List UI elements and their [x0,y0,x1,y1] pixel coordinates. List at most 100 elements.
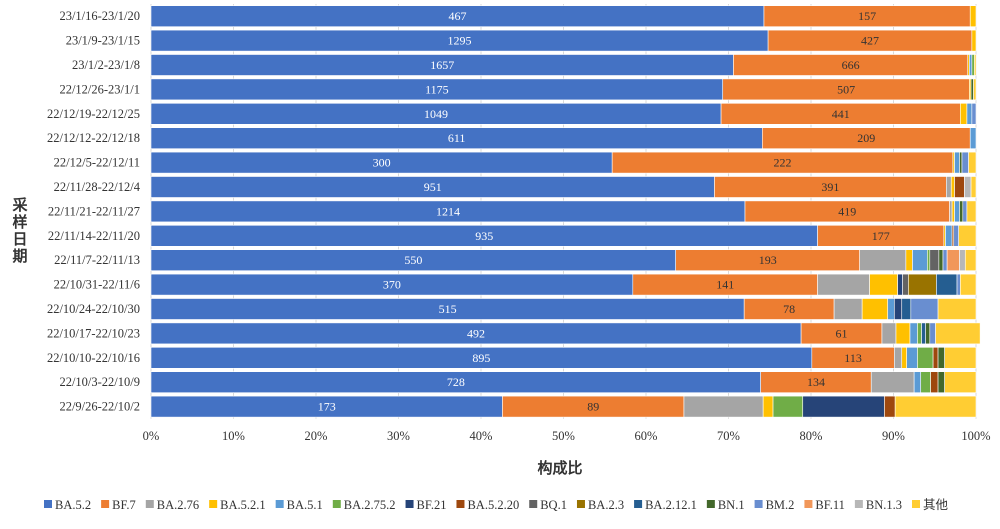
bar-value-label: 300 [373,156,391,170]
y-tick-label: 23/1/9-23/1/15 [66,34,140,48]
legend-label: BN.1.3 [866,498,902,512]
legend-label: BF.11 [815,498,844,512]
legend-item: BA.2.76 [145,498,199,512]
bar-segment [932,346,939,369]
bar-value-label: 507 [837,82,855,96]
bar-segment [964,249,977,271]
bar-segment [920,371,931,394]
bar-segment [960,103,968,125]
legend-label: BA.5.2.20 [467,498,519,512]
bar-segment [946,249,960,271]
bar-value-label: 173 [318,400,336,414]
legend-item: BN.1.3 [854,498,902,512]
bar-value-label: 935 [475,229,493,243]
legend-swatch [405,500,414,508]
x-tick-label: 90% [882,429,905,443]
legend-label: BA.5.2 [55,498,91,512]
legend-swatch [332,500,341,508]
legend-label: BA.5.2.1 [220,498,266,512]
bar-segment [909,322,918,345]
legend-item: BA.5.2.20 [456,498,519,512]
bar-value-label: 1214 [436,204,460,218]
bar-segment [945,225,953,247]
bar-segment [929,322,936,345]
legend-swatch [101,500,110,508]
bar-segment [958,225,977,247]
bar-segment [954,151,960,174]
bar-segment [937,298,977,320]
legend-label: BF.21 [417,498,447,512]
y-tick-label: 22/11/21-22/11/27 [48,204,140,218]
bar-segment [894,346,903,369]
bar-segment [969,127,977,149]
legend-item: BA.5.2.1 [209,498,266,512]
bar-segment [881,322,897,345]
bar-segment [954,200,960,223]
bar-segment [887,298,895,320]
y-tick-label: 22/10/31-22/11/6 [54,278,140,292]
legend-label: BQ.1 [540,498,567,512]
y-axis-title: 采样日期 [11,196,28,265]
bar-segment [959,200,964,223]
x-tick-label: 50% [552,429,575,443]
bar-value-label: 370 [383,278,401,292]
legend-label: BF.7 [112,498,136,512]
bar-segment [970,176,977,198]
bar-value-label: 515 [439,302,457,316]
bar-segment [859,249,907,271]
y-tick-label: 22/12/12-22/12/18 [47,131,140,145]
bar-segment [969,5,977,27]
bar-value-label: 193 [759,253,777,267]
bar-segment [938,249,944,271]
bar-segment [772,395,804,418]
bar-value-label: 78 [783,302,795,316]
legend-item: BA.5.1 [275,498,323,512]
legend-swatch [912,500,920,508]
bar-segment [937,346,945,369]
legend-item: BF.11 [804,498,845,512]
legend-item: BN.1 [706,498,745,512]
bar-value-label: 419 [838,204,856,218]
legend-label: BA.2.3 [588,498,624,512]
bar-value-label: 427 [861,34,879,48]
y-tick-label: 22/12/19-22/12/25 [47,107,140,121]
bar-value-label: 113 [844,351,862,365]
bar-segment [971,103,977,125]
bar-segment [966,103,973,125]
x-tick-label: 10% [222,429,245,443]
bar-segment [949,200,953,223]
x-tick-label: 30% [387,429,410,443]
bar-value-label: 1295 [448,34,472,48]
bar-segments [150,5,981,418]
bar-value-label: 550 [404,253,422,267]
bar-segment [944,371,977,394]
x-axis-title: 构成比 [537,459,582,477]
legend-swatch [576,500,585,508]
legend-label: BA.2.12.1 [645,498,697,512]
bar-value-label: 666 [842,58,860,72]
bar-segment [906,346,918,369]
bar-value-label: 134 [807,375,825,389]
y-tick-label: 22/11/7-22/11/13 [54,253,140,267]
x-tick-label: 60% [635,429,658,443]
bar-value-label: 441 [832,107,850,121]
bar-segment [959,249,966,271]
legend-label: BA.2.76 [157,498,199,512]
bar-value-label: 492 [467,326,485,340]
bar-value-label: 1657 [430,58,454,72]
y-tick-label: 22/10/17-22/10/23 [47,326,140,340]
bar-value-label: 895 [472,351,490,365]
legend-label: BA.2.75.2 [344,498,396,512]
bar-segment [929,249,940,271]
bar-segment [901,346,907,369]
legend-item: 其他 [912,498,949,512]
bar-segment [802,395,885,418]
bar-data-labels: 467 157 1295 427 1657 666 1175 507 1049 441 611 209… [318,9,890,413]
bar-segment [964,176,972,198]
bar-segment [973,78,977,101]
bar-segment [833,298,863,320]
x-tick-label: 40% [470,429,493,443]
y-tick-label: 22/12/5-22/12/11 [54,156,140,170]
bar-segment [962,200,968,223]
